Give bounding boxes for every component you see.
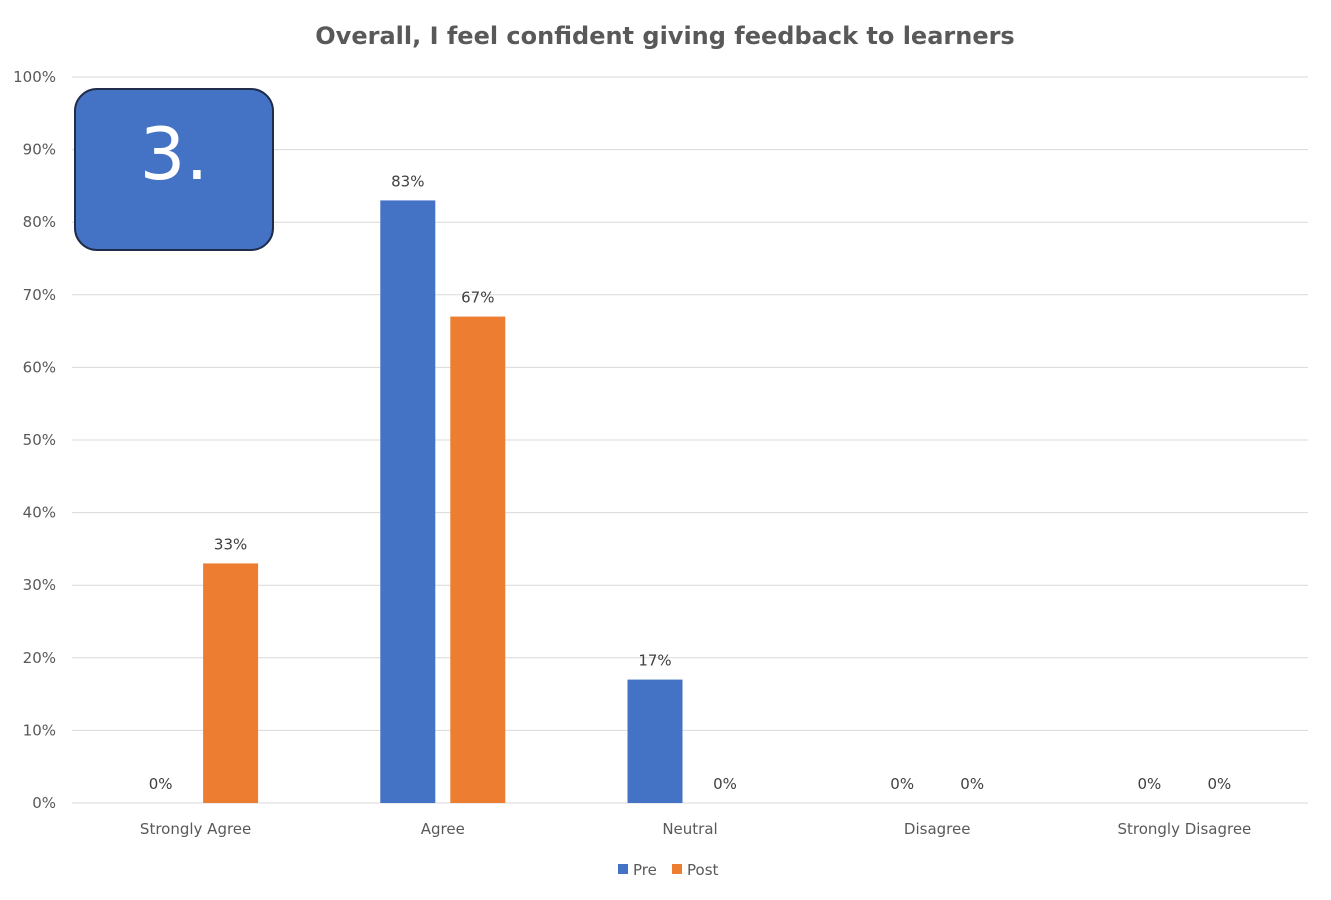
data-label-pre: 17% [638,652,671,670]
x-axis-ticks: Strongly Agree Agree Neutral Disagree Strong… [140,820,1251,838]
x-tick-label: Strongly Disagree [1117,820,1251,838]
bars [203,200,683,804]
bar-pre [627,679,683,803]
y-tick-label: 10% [23,721,56,739]
data-label-pre: 83% [391,172,424,190]
y-tick-label: 90% [23,141,56,159]
chart-title: Overall, I feel confident giving feedbac… [315,22,1014,50]
legend-swatch-post [672,864,682,874]
y-tick-label: 20% [23,649,56,667]
legend: Pre Post [618,861,719,879]
data-label-pre: 0% [149,775,173,793]
badge-box [74,88,274,251]
y-tick-label: 80% [23,213,56,231]
data-label-post: 0% [960,775,984,793]
data-label-pre: 0% [890,775,914,793]
data-label-post: 0% [1208,775,1232,793]
data-labels: 0% 33% 83% 67% 17% 0% 0% 0% 0% 0% [149,172,1232,793]
y-tick-label: 50% [23,431,56,449]
gridlines [72,76,1308,804]
y-tick-label: 0% [32,794,56,812]
legend-swatch-pre [618,864,628,874]
bar-pre [380,200,436,804]
y-tick-label: 60% [23,358,56,376]
legend-label-post: Post [687,861,719,879]
number-badge: 3. [74,88,274,251]
y-axis-ticks: 0% 10% 20% 30% 40% 50% 60% 70% 80% 90% 100% [13,68,56,812]
x-tick-label: Agree [421,820,465,838]
y-tick-label: 100% [13,68,56,86]
data-label-post: 0% [713,775,737,793]
bar-post [450,316,506,803]
y-tick-label: 30% [23,576,56,594]
x-tick-label: Disagree [904,820,971,838]
data-label-post: 67% [461,289,494,307]
y-tick-label: 70% [23,286,56,304]
data-label-pre: 0% [1138,775,1162,793]
badge-label: 3. [140,112,209,196]
data-label-post: 33% [214,535,247,553]
x-tick-label: Neutral [662,820,717,838]
y-tick-label: 40% [23,504,56,522]
bar-post [203,563,259,803]
legend-label-pre: Pre [633,861,657,879]
x-tick-label: Strongly Agree [140,820,251,838]
